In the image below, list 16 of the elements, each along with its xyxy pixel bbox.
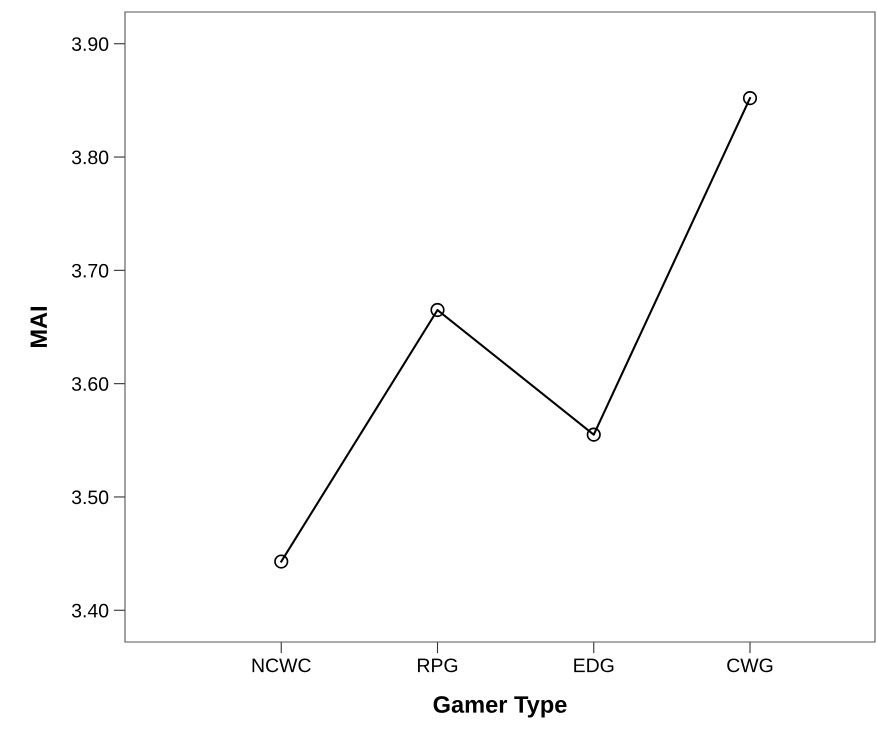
y-tick-label: 3.60	[72, 377, 108, 391]
y-tick-label: 3.90	[72, 37, 108, 51]
x-axis-title: Gamer Type	[434, 696, 567, 718]
y-tick-label: 3.70	[72, 264, 108, 278]
point	[274, 554, 288, 569]
y-axis-title: MAI	[30, 306, 47, 348]
y-tick-label: 3.80	[72, 150, 108, 164]
y-tick-label: 3.40	[72, 604, 108, 618]
x-tick-label: NCWC	[252, 658, 311, 672]
x-tick-label: RPG	[418, 658, 458, 672]
y-tick-label: 3.50	[72, 490, 108, 504]
x-tick-label: EDG	[574, 658, 614, 672]
point	[742, 91, 758, 106]
point	[586, 428, 601, 442]
point	[430, 302, 445, 318]
x-tick-label: CWG	[727, 658, 772, 672]
